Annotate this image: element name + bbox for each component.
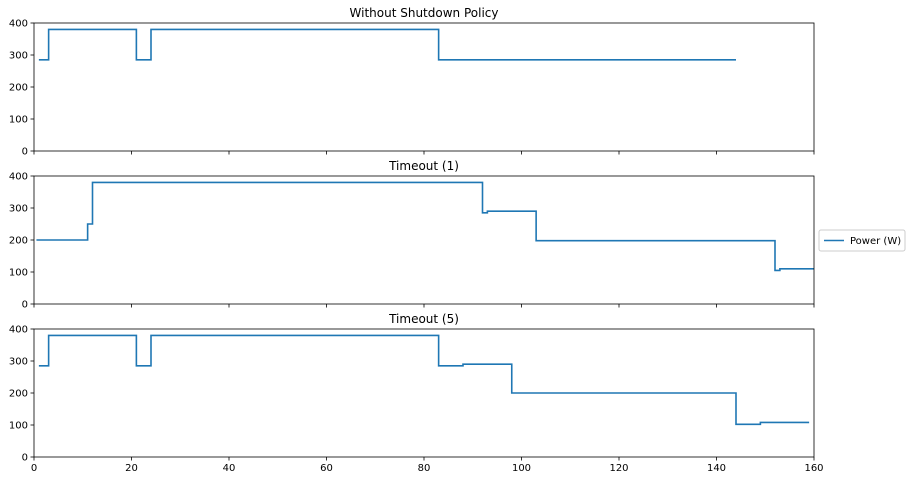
y-tick-label: 400 <box>9 325 28 336</box>
x-tick-label: 140 <box>707 463 726 474</box>
x-tick-label: 120 <box>609 463 628 474</box>
y-tick-label: 300 <box>9 51 28 62</box>
y-tick-label: 0 <box>22 300 28 311</box>
y-tick-label: 400 <box>9 19 28 30</box>
legend-box <box>818 229 906 252</box>
y-tick-label: 200 <box>9 83 28 94</box>
y-tick-label: 100 <box>9 268 28 279</box>
legend-label: Power (W) <box>850 236 901 247</box>
subplot-2: Timeout (1) 0 100 200 300 400 <box>9 159 815 311</box>
subplot-1: Without Shutdown Policy 0 100 200 300 400 <box>9 6 815 158</box>
x-tick-label: 80 <box>418 463 431 474</box>
x-tick-label: 20 <box>125 463 138 474</box>
subplot-title: Timeout (1) <box>388 159 459 173</box>
subplot-title: Without Shutdown Policy <box>350 6 499 20</box>
x-tick-label: 100 <box>512 463 531 474</box>
power-series-line <box>36 181 814 272</box>
x-tick-label: 0 <box>31 463 37 474</box>
subplot-3: Timeout (5) 0 100 200 300 400 0 20 40 60 80 100 120 1… <box>9 312 824 474</box>
y-tick-label: 100 <box>9 115 28 126</box>
x-tick-label: 160 <box>804 463 823 474</box>
y-tick-label: 100 <box>9 421 28 432</box>
subplot-title: Timeout (5) <box>388 312 459 326</box>
y-tick-label: 400 <box>9 172 28 183</box>
y-tick-label: 300 <box>9 204 28 215</box>
x-tick-label: 40 <box>223 463 236 474</box>
y-tick-label: 200 <box>9 389 28 400</box>
y-tick-label: 0 <box>22 147 28 158</box>
x-tick-label: 60 <box>320 463 333 474</box>
legend: Power (W) <box>818 229 906 252</box>
y-tick-label: 200 <box>9 236 28 247</box>
power-series-line <box>38 28 736 61</box>
power-series-line <box>38 334 810 426</box>
y-tick-label: 0 <box>22 453 28 464</box>
y-tick-label: 300 <box>9 357 28 368</box>
